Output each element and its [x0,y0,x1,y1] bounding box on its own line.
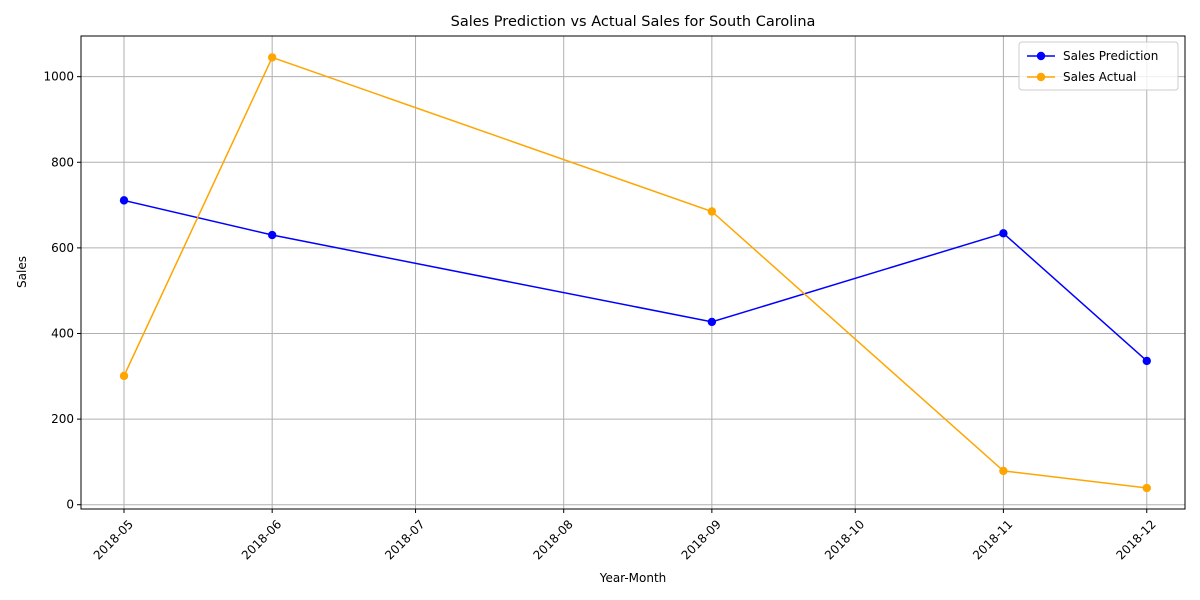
x-axis-label: Year-Month [599,571,667,585]
data-point [267,230,277,240]
y-tick-label: 1000 [43,70,74,84]
legend-label: Sales Actual [1063,70,1136,84]
data-point [999,466,1008,476]
grid [81,36,1185,509]
series-line [123,199,1148,362]
data-point [1142,356,1151,366]
series-layer [119,53,1151,493]
x-tick-label: 2018-07 [382,517,427,562]
y-tick-label: 0 [66,498,74,512]
y-tick-label: 800 [51,155,74,169]
data-point [999,229,1008,238]
y-tick-label: 400 [51,326,74,340]
data-point [267,53,277,62]
data-point [707,207,717,216]
x-tick-label: 2018-05 [91,517,136,562]
legend-box [1018,41,1179,91]
x-tick-label: 2018-10 [822,517,867,562]
x-tick-label: 2018-06 [239,517,284,562]
x-tick-label: 2018-11 [970,517,1015,562]
data-point [119,196,129,205]
y-axis-label: Sales [15,256,29,288]
data-point [119,371,129,381]
data-point [1142,483,1151,493]
chart-title: Sales Prediction vs Actual Sales for Sou… [451,14,816,30]
series-line [123,56,1147,489]
x-tick-label: 2018-08 [530,517,575,562]
legend-label: Sales Prediction [1063,49,1158,63]
plot-frame [80,35,1186,510]
y-tick-label: 200 [51,412,74,426]
series-sales-actual [119,53,1151,493]
x-axis: 2018-05 2018-06 2018-07 2018-08 2018-09 2018-… [91,509,1159,563]
legend: Sales Prediction Sales Actual [1018,41,1179,91]
legend-marker [1036,51,1046,61]
y-tick-label: 600 [51,241,74,255]
x-tick-label: 2018-12 [1113,517,1158,562]
x-tick-label: 2018-09 [679,517,724,562]
y-axis: 0 200 400 600 800 1000 [43,70,81,512]
data-point [707,317,717,327]
legend-marker [1036,72,1046,82]
series-sales-prediction [119,196,1151,366]
